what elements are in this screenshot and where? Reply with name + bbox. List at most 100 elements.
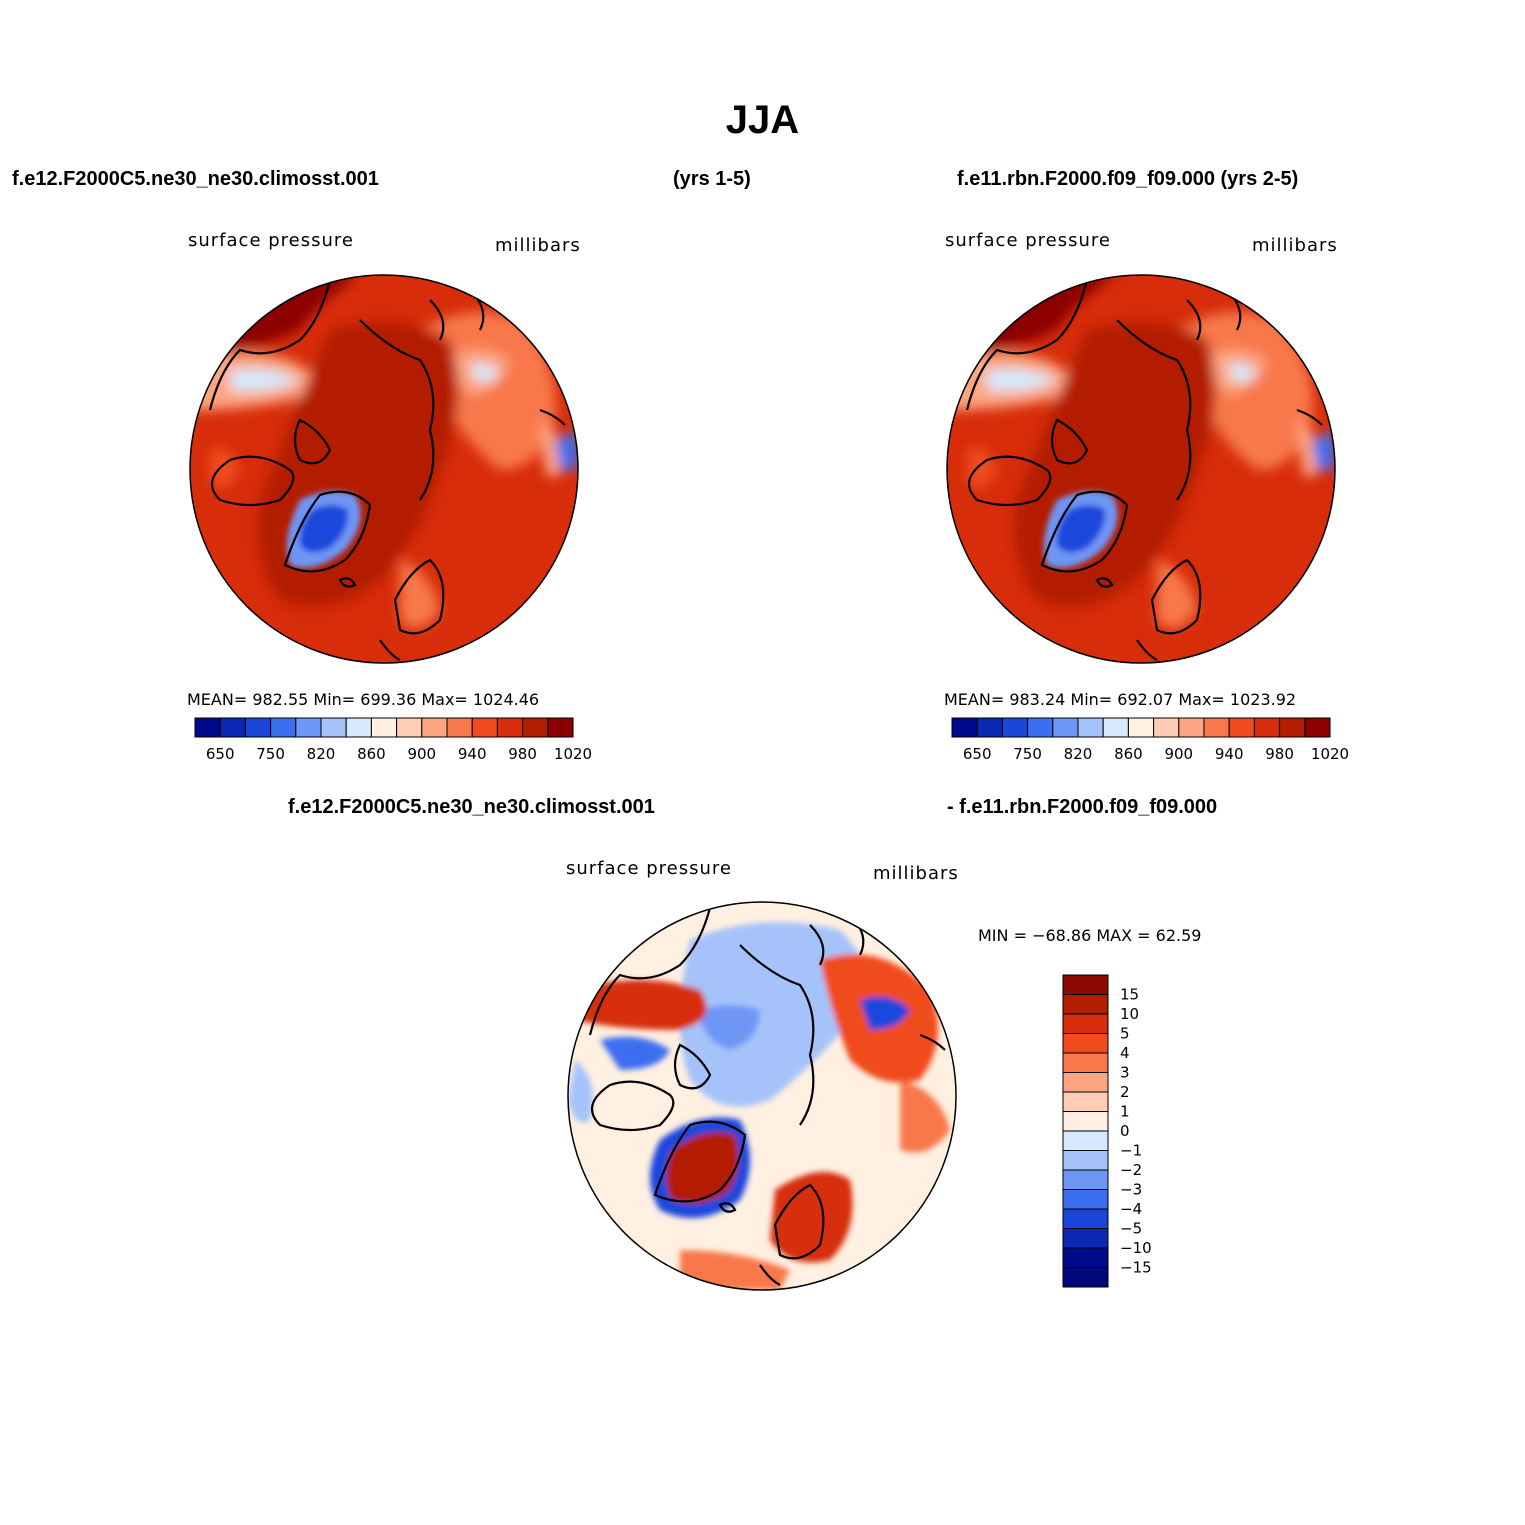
panel2-greenland-inner	[1056, 505, 1106, 553]
colorbar1-swatch-1	[219, 717, 246, 738]
panel2-tibet-low	[1312, 430, 1335, 470]
panel2-map-border	[946, 274, 1336, 664]
colorbar1-swatch-8	[396, 717, 423, 738]
diff-title-left: f.e12.F2000C5.ne30_ne30.climosst.001	[288, 796, 655, 818]
colorbar1-tick-label-6: 980	[508, 745, 537, 763]
colorbar1-swatch-3	[270, 717, 297, 738]
panel1-alaska-ridge	[210, 447, 240, 488]
colorbar3-tick-label-6: 1	[1120, 1103, 1130, 1121]
colorbar2-tick-label-6: 980	[1265, 745, 1294, 763]
colorbar2-swatch-10	[1203, 717, 1230, 738]
colorbar3-tick-label-1: 10	[1120, 1005, 1139, 1023]
colorbar1-tick-label-7: 1020	[554, 745, 592, 763]
colorbar1-swatch-6	[345, 717, 372, 738]
panel3-arctic-negative	[680, 922, 867, 1107]
panel2-variable-label: surface pressure	[945, 230, 1111, 251]
panel2-units-label: millibars	[1252, 235, 1338, 256]
colorbar3-swatch-10	[1062, 1169, 1109, 1190]
panel3-variable-label: surface pressure	[566, 858, 732, 879]
colorbar3-tick-label-4: 3	[1120, 1064, 1130, 1082]
colorbar2-swatch-2	[1001, 717, 1029, 738]
colorbar2-tick-label-3: 860	[1114, 745, 1143, 763]
panel3-map-border	[567, 901, 957, 1291]
colorbar2-swatch-3	[1027, 717, 1054, 738]
colorbar2-tick-label-2: 820	[1064, 745, 1093, 763]
colorbar3-swatch-0	[1062, 974, 1109, 995]
panel3-pacific-negative	[568, 1060, 593, 1123]
panel1-tibet-core	[470, 363, 500, 382]
colorbar2-swatch-9	[1178, 717, 1205, 738]
colorbar2-tick-label-7: 1020	[1311, 745, 1349, 763]
colorbar2-tick-label-4: 900	[1164, 745, 1193, 763]
panel3-europe-positive	[770, 1172, 853, 1263]
colorbar1-tick-label-0: 650	[206, 745, 235, 763]
panel1-stats: MEAN= 982.55 Min= 699.36 Max= 1024.46	[187, 690, 540, 709]
panel1-coastlines	[208, 279, 566, 661]
case1-years: (yrs 1-5)	[673, 168, 751, 190]
panel2-coastlines	[965, 279, 1323, 661]
colorbar1-swatch-14	[547, 717, 574, 738]
panel2-stats: MEAN= 983.24 Min= 692.07 Max= 1023.92	[944, 690, 1297, 709]
colorbar3-tick-label-12: −5	[1120, 1220, 1142, 1238]
panel1-eastern-highland	[540, 420, 565, 478]
panel3-north-america-positive	[575, 980, 707, 1030]
colorbar3-tick-label-2: 5	[1120, 1025, 1130, 1043]
colorbar3-swatch-14	[1062, 1247, 1109, 1268]
colorbar2-swatch-11	[1228, 717, 1255, 738]
colorbar3-swatch-13	[1062, 1228, 1109, 1249]
panel2-eastern-highland	[1297, 420, 1322, 478]
diff-title-right: - f.e11.rbn.F2000.f09_f09.000	[947, 796, 1218, 818]
panel2-tibet-core	[1227, 363, 1257, 382]
case2-title: f.e11.rbn.F2000.f09_f09.000 (yrs 2-5)	[957, 168, 1299, 190]
panel1-asia-east	[420, 312, 556, 470]
colorbar3-swatch-7	[1062, 1111, 1109, 1132]
colorbar2-swatch-0	[951, 717, 978, 738]
colorbar2-swatch-4	[1052, 717, 1079, 738]
panel2-asia-east	[1177, 312, 1313, 470]
colorbar1-swatch-9	[421, 717, 448, 738]
panel1-units-label: millibars	[495, 235, 581, 256]
panel1-map	[190, 275, 578, 663]
panel3-atlantic-positive	[680, 1250, 790, 1290]
panel2-rockies-plateau	[987, 368, 1057, 392]
colorbar2-swatch-6	[1102, 717, 1129, 738]
colorbar-panel1: 650 750 820 860 900 940 980 1020	[194, 717, 592, 763]
colorbar1-swatch-2	[244, 717, 272, 738]
panel3-asia-negative	[860, 996, 910, 1030]
colorbar1-swatch-12	[496, 717, 524, 738]
colorbar3-tick-label-10: −3	[1120, 1181, 1142, 1199]
colorbar3-swatch-9	[1062, 1150, 1109, 1171]
panel3-stats: MIN = −68.86 MAX = 62.59	[978, 926, 1202, 945]
colorbar3-tick-label-5: 2	[1120, 1083, 1130, 1101]
colorbar1-tick-label-3: 860	[357, 745, 386, 763]
colorbar3-tick-label-14: −15	[1120, 1259, 1152, 1277]
colorbar1-swatch-0	[194, 717, 221, 738]
colorbar2-swatch-12	[1253, 717, 1281, 738]
colorbar1-tick-label-4: 900	[407, 745, 436, 763]
colorbar2-swatch-14	[1304, 717, 1331, 738]
colorbar3-swatch-1	[1062, 994, 1109, 1015]
panel3-canada-negative	[600, 1036, 670, 1070]
colorbar3-tick-label-8: −1	[1120, 1142, 1142, 1160]
colorbar2-swatch-5	[1077, 717, 1104, 738]
colorbar1-swatch-11	[471, 717, 498, 738]
panel2-map	[947, 275, 1335, 663]
figure-title: JJA	[725, 98, 800, 142]
panel1-map-border	[189, 274, 579, 664]
colorbar3-swatch-12	[1062, 1208, 1109, 1229]
colorbar3-swatch-15	[1062, 1267, 1109, 1288]
colorbar3-swatch-11	[1062, 1189, 1109, 1210]
colorbar3-swatch-3	[1062, 1033, 1109, 1054]
colorbar1-swatch-7	[370, 717, 398, 738]
colorbar3-tick-label-13: −10	[1120, 1239, 1152, 1257]
colorbar3-tick-label-7: 0	[1120, 1122, 1130, 1140]
panel2-alaska-ridge	[967, 447, 997, 488]
colorbar1-swatch-4	[295, 717, 322, 738]
panel3-east-asia-positive	[900, 1080, 950, 1153]
colorbar3-tick-label-11: −4	[1120, 1200, 1142, 1218]
colorbar1-tick-label-5: 940	[458, 745, 487, 763]
colorbar3-tick-label-3: 4	[1120, 1044, 1130, 1062]
colorbar2-tick-label-0: 650	[963, 745, 992, 763]
colorbar3-swatch-5	[1062, 1072, 1109, 1093]
